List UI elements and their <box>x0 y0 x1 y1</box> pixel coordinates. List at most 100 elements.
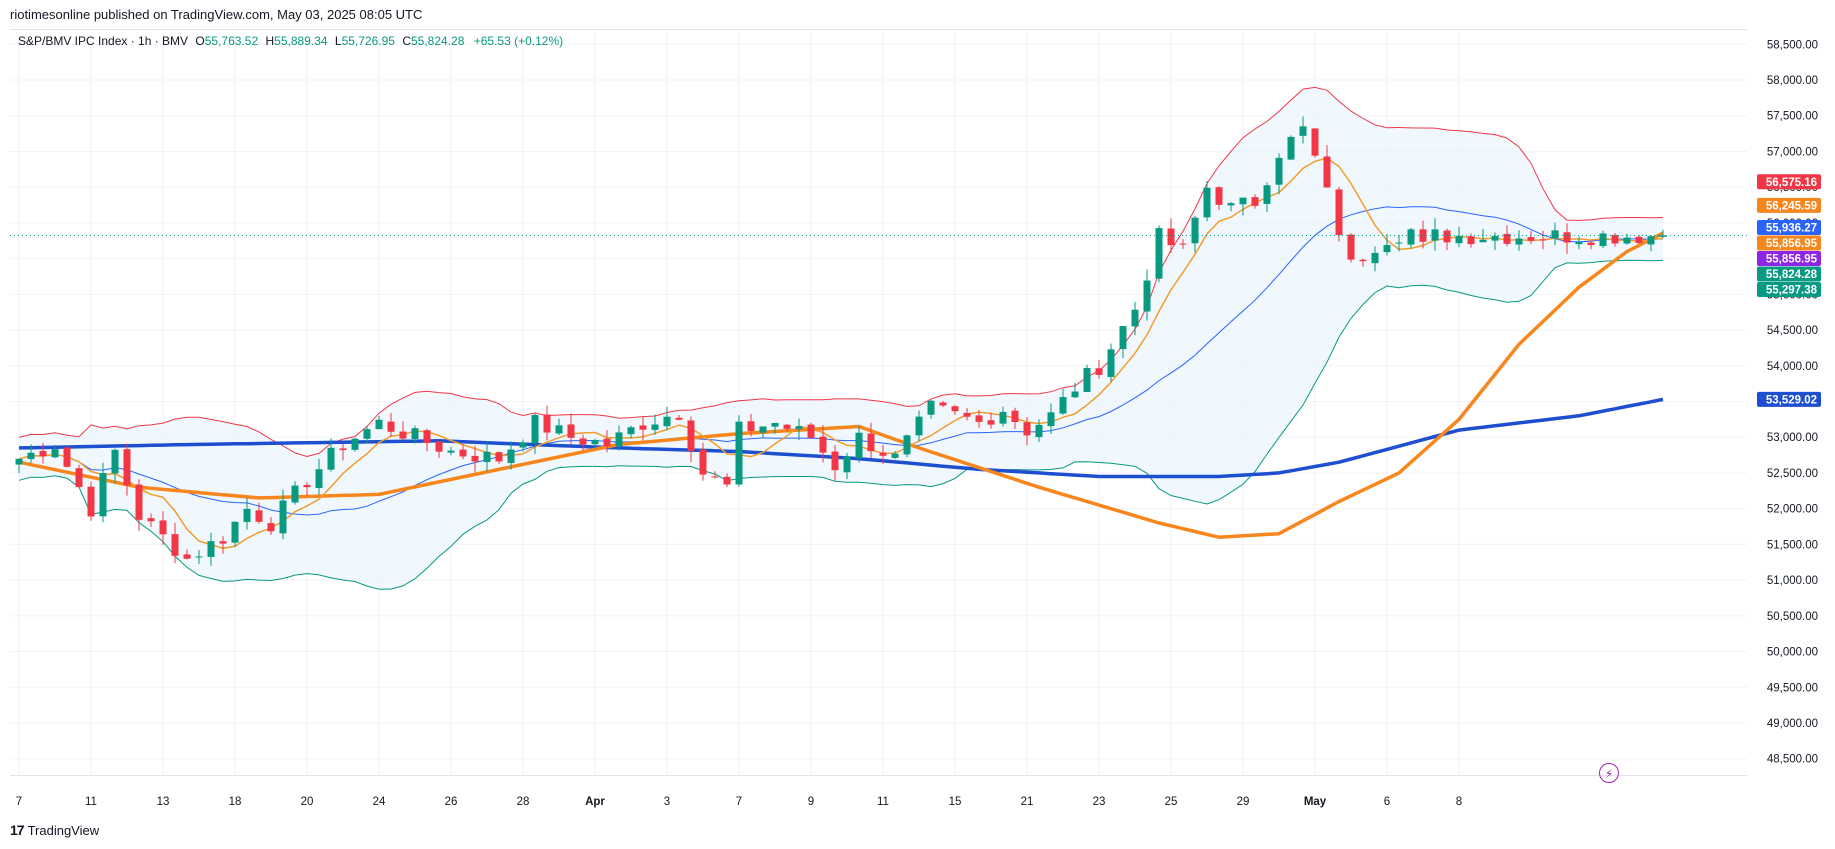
y-tick-label: 54,000.00 <box>1767 361 1818 373</box>
brand-name: TradingView <box>27 822 100 838</box>
price-tag-label: 55,824.28 <box>1766 269 1818 281</box>
x-tick-label: 6 <box>1384 796 1390 808</box>
candle-body <box>1227 203 1235 206</box>
price-tag: 56,575.16 <box>1757 174 1821 190</box>
candle <box>1227 202 1235 212</box>
lightning-bolt-icon[interactable]: ⚡ <box>1599 763 1619 783</box>
candle <box>399 421 407 440</box>
candle-body <box>1611 234 1619 244</box>
candle <box>807 422 815 439</box>
price-tag-label: 55,936.27 <box>1766 222 1817 234</box>
candle <box>1539 230 1547 250</box>
candle-body <box>1623 237 1631 244</box>
footer-brand: 17 TradingView <box>10 822 99 838</box>
candle-body <box>1203 187 1211 218</box>
candle-body <box>303 484 311 488</box>
candle <box>1455 226 1463 248</box>
candle-body <box>1359 259 1367 262</box>
candle-body <box>795 426 803 430</box>
y-tick-label: 57,000.00 <box>1767 146 1818 158</box>
candle <box>183 549 191 560</box>
candle-body <box>867 433 875 452</box>
candle <box>1407 227 1415 249</box>
candle-body <box>399 431 407 439</box>
price-tags: 56,575.16 56,245.59 55,936.27 55,856.95 55,8… <box>1757 174 1821 407</box>
candle-body <box>915 416 923 436</box>
y-tick-label: 58,500.00 <box>1767 39 1818 51</box>
candle-body <box>471 455 479 462</box>
y-tick-label: 50,000.00 <box>1767 647 1818 659</box>
candle <box>375 415 383 430</box>
candle <box>1587 240 1595 250</box>
candle-body <box>363 429 371 439</box>
candle <box>1071 382 1079 399</box>
x-tick-label: 15 <box>949 796 962 808</box>
candle <box>147 513 155 527</box>
candle <box>507 441 515 470</box>
price-tag-bg <box>1757 391 1821 407</box>
x-tick-label: 25 <box>1165 796 1178 808</box>
candle-body <box>1371 252 1379 264</box>
candle-body <box>1383 244 1391 253</box>
candle <box>1659 229 1667 238</box>
candle <box>1563 223 1571 254</box>
candle <box>267 517 275 535</box>
candle <box>1515 230 1523 251</box>
candle <box>1119 325 1127 359</box>
candle <box>111 448 119 484</box>
candle-body <box>963 412 971 417</box>
bollinger-lower-line <box>18 259 1664 590</box>
candle <box>543 405 551 441</box>
candle-body <box>615 432 623 447</box>
x-tick-label: 26 <box>445 796 458 808</box>
candle <box>1251 194 1259 209</box>
candle <box>975 410 983 428</box>
tradingview-logo-icon: 17 <box>10 822 25 838</box>
candle-body <box>1647 236 1655 245</box>
price-tag-bg <box>1757 235 1821 251</box>
candle-body <box>1071 391 1079 398</box>
candle <box>303 482 311 496</box>
candle-body <box>327 447 335 470</box>
candle <box>1191 215 1199 253</box>
publisher-line: riotimesonline published on TradingView.… <box>10 7 423 22</box>
candle-body <box>447 450 455 453</box>
candle <box>675 415 683 421</box>
candle-body <box>351 438 359 450</box>
candle-body <box>627 427 635 435</box>
candle-body <box>1563 232 1571 243</box>
candle <box>1059 388 1067 415</box>
candle-body <box>843 456 851 473</box>
candle-body <box>315 469 323 488</box>
candle <box>423 428 431 452</box>
candle-body <box>63 447 71 467</box>
candle-body <box>999 411 1007 424</box>
candle <box>903 434 911 458</box>
candle-body <box>1083 368 1091 392</box>
candle <box>87 481 95 521</box>
candle <box>1203 181 1211 222</box>
candle-body <box>1539 239 1547 241</box>
y-tick-label: 54,500.00 <box>1767 325 1818 337</box>
candle <box>987 412 995 429</box>
candle-body <box>39 450 47 457</box>
high-label: H <box>265 34 275 48</box>
candle-body <box>603 438 611 447</box>
y-tick-label: 57,500.00 <box>1767 111 1818 123</box>
x-tick-label: 7 <box>16 796 22 808</box>
candle-body <box>687 420 695 451</box>
candle <box>447 446 455 456</box>
candle-body <box>1035 424 1043 438</box>
x-tick-label: 18 <box>229 796 242 808</box>
candle <box>663 406 671 431</box>
candle-body <box>951 406 959 412</box>
candle <box>1143 269 1151 321</box>
candle-body <box>1131 309 1139 327</box>
candle <box>1047 403 1055 435</box>
candle-body <box>147 518 155 522</box>
candle <box>939 400 947 408</box>
candle-body <box>543 414 551 433</box>
candle-body <box>807 424 815 439</box>
x-tick-label: 23 <box>1093 796 1106 808</box>
